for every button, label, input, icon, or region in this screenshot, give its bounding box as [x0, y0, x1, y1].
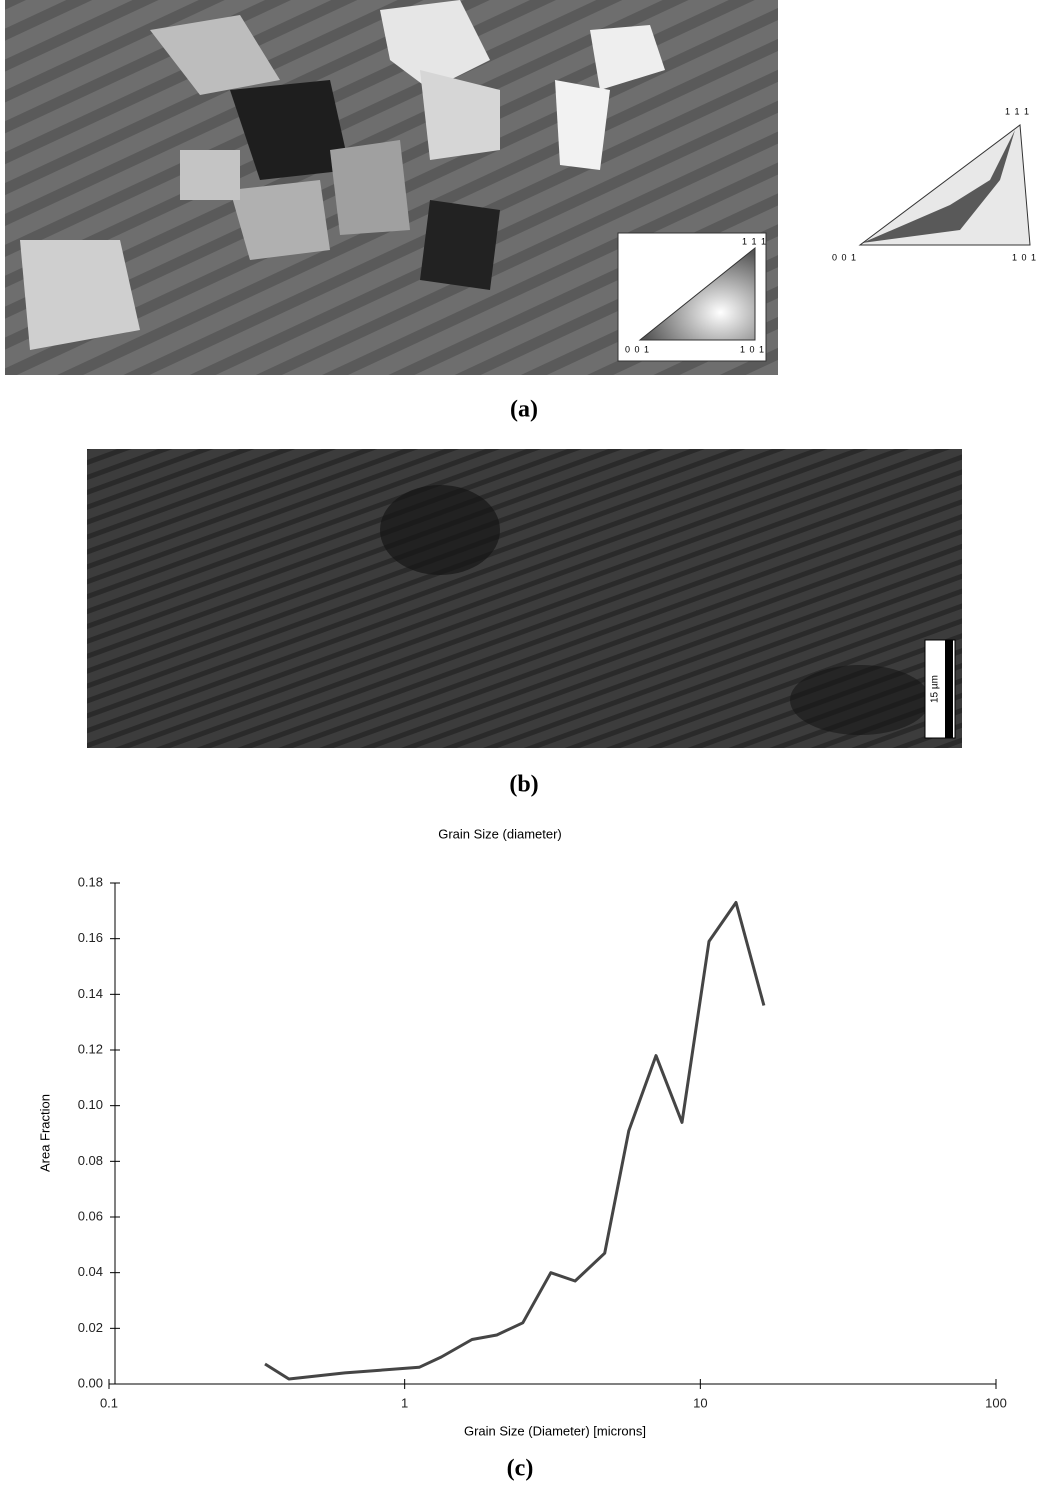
- ebsd-map: 1 1 1 0 0 1 1 0 1: [5, 0, 778, 375]
- inset-label: 1 1 1: [742, 236, 767, 246]
- chart: Grain Size (diameter) Area Fraction Grai…: [37, 826, 646, 1438]
- pole-label: 0 0 1: [832, 252, 857, 262]
- caption: (a): [510, 397, 538, 423]
- x-tick-label: 1: [401, 1395, 408, 1410]
- y-tick-label: 0.00: [78, 1375, 103, 1390]
- micrograph: 15 µm: [87, 449, 962, 748]
- x-axis-label: Grain Size (Diameter) [microns]: [464, 1423, 646, 1438]
- pole-figure: 1 1 1 0 0 1 1 0 1: [832, 106, 1037, 262]
- caption: (c): [507, 1456, 534, 1482]
- y-tick-label: 0.18: [78, 874, 103, 889]
- inset-label: 1 0 1: [740, 344, 765, 354]
- y-tick-label: 0.12: [78, 1041, 103, 1056]
- caption: (b): [509, 772, 538, 798]
- figure: 1 1 1 0 0 1 1 0 1 1 1 1 0 0 1 1 0 1 (a) …: [0, 0, 1049, 1494]
- chart-title: Grain Size (diameter): [438, 826, 562, 841]
- y-tick-label: 0.04: [78, 1264, 103, 1279]
- inset-label: 0 0 1: [625, 344, 650, 354]
- pole-label: 1 0 1: [1012, 252, 1037, 262]
- y-tick-label: 0.08: [78, 1153, 103, 1168]
- y-tick-label: 0.16: [78, 930, 103, 945]
- y-axis-label: Area Fraction: [37, 1094, 52, 1172]
- x-tick-label: 100: [985, 1395, 1007, 1410]
- y-tick-label: 0.14: [78, 986, 103, 1001]
- y-tick-label: 0.02: [78, 1320, 103, 1335]
- data-line: [265, 903, 764, 1380]
- y-tick-label: 0.10: [78, 1097, 103, 1112]
- x-tick-label: 0.1: [100, 1395, 118, 1410]
- y-tick-label: 0.06: [78, 1208, 103, 1223]
- scale-bar-label: 15 µm: [930, 675, 941, 703]
- pole-label: 1 1 1: [1005, 106, 1030, 116]
- x-tick-label: 10: [693, 1395, 707, 1410]
